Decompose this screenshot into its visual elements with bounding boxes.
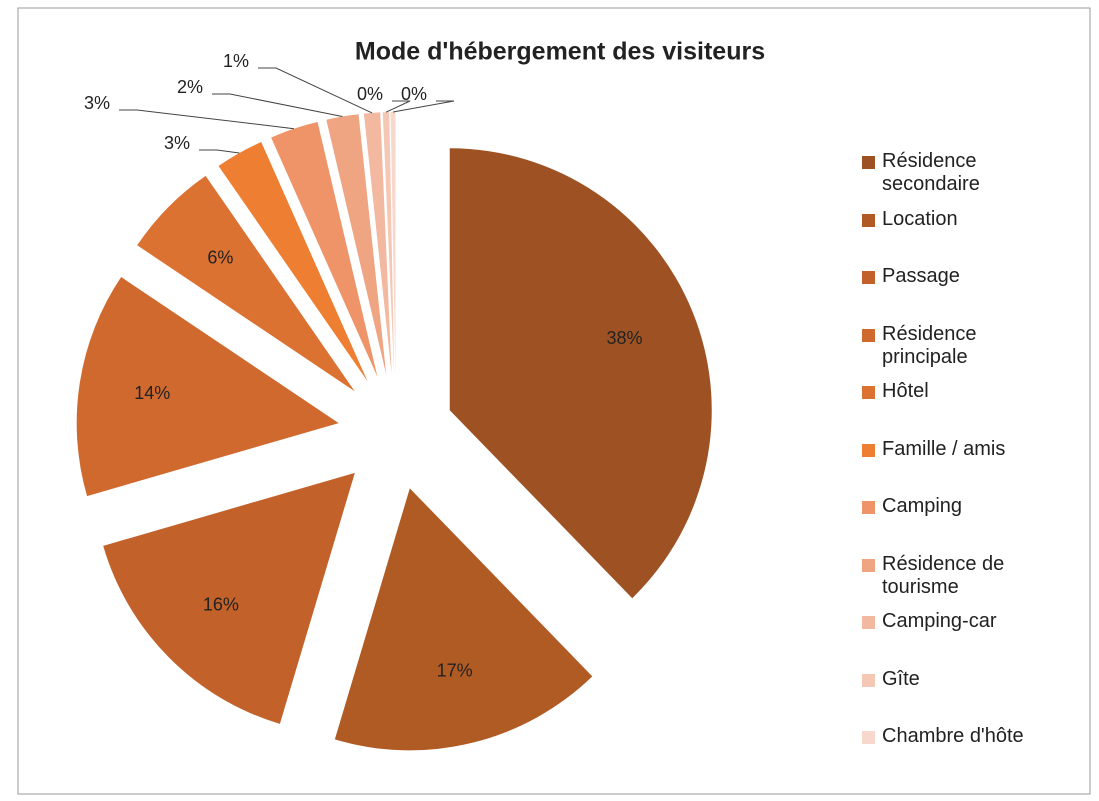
legend-label: Camping-car (882, 610, 997, 632)
data-label: 2% (177, 77, 203, 97)
data-label: 1% (223, 51, 249, 71)
pie-slice (103, 472, 355, 724)
legend-swatch (862, 731, 875, 744)
legend-label: Résidence principale (882, 322, 977, 368)
legend-label: Camping (882, 495, 963, 517)
pie-slice (390, 112, 396, 375)
data-label: 6% (207, 248, 233, 268)
legend-item: Gîte (862, 668, 1062, 726)
data-label: 38% (607, 328, 643, 348)
legend: Résidence secondaire Location Passage Résid… (862, 150, 1062, 783)
legend-swatch (862, 213, 875, 227)
pie-slice (449, 148, 712, 599)
frame (17, 7, 1091, 795)
legend-label: Chambre d'hôte (882, 725, 1024, 747)
legend-item: Famille / amis (862, 438, 1062, 496)
legend-item: Résidence secondaire (862, 150, 1062, 208)
data-label: 16% (203, 594, 239, 614)
legend-label: Résidence de tourisme (882, 552, 1005, 598)
legend-label: Famille / amis (882, 437, 1006, 460)
legend-swatch (862, 443, 875, 457)
data-label: 3% (164, 133, 190, 153)
pie-slice (271, 121, 378, 378)
legend-item: Location (862, 208, 1062, 266)
data-label: 0% (401, 84, 427, 104)
pie-slice (218, 141, 368, 382)
leader-line (199, 149, 240, 154)
pie-slice (334, 488, 593, 751)
legend-item: Chambre d'hôte (862, 725, 1062, 783)
chart-title: Mode d'hébergement des visiteurs (355, 38, 765, 66)
legend-swatch (862, 271, 875, 284)
pie-slice (326, 114, 387, 375)
leader-line (385, 100, 411, 113)
legend-label: Gîte (882, 667, 920, 690)
leader-line (212, 93, 343, 118)
legend-swatch (862, 673, 875, 687)
legend-swatch (862, 386, 875, 399)
legend-item: Camping-car (862, 610, 1062, 668)
pie-slice (363, 112, 392, 375)
legend-swatch (862, 156, 875, 169)
legend-item: Hôtel (862, 380, 1062, 438)
legend-swatch (862, 616, 875, 629)
legend-item: Résidence principale (862, 323, 1062, 381)
data-label: 14% (134, 383, 170, 403)
legend-label: Résidence secondaire (882, 150, 980, 195)
legend-label: Hôtel (882, 380, 929, 402)
pie-slice (76, 277, 339, 497)
pie-slice (382, 112, 395, 375)
legend-item: Résidence de tourisme (862, 553, 1062, 611)
data-label: 17% (437, 660, 473, 680)
legend-swatch (862, 328, 875, 342)
leader-line (258, 67, 373, 114)
pie-slice (137, 175, 355, 392)
legend-label: Passage (882, 265, 960, 287)
legend-item: Camping (862, 495, 1062, 553)
data-label: 0% (357, 84, 383, 104)
leader-line (119, 109, 295, 130)
leader-line (392, 100, 455, 113)
legend-item: Passage (862, 265, 1062, 323)
legend-swatch (862, 558, 875, 572)
legend-swatch (862, 501, 875, 514)
legend-label: Location (882, 207, 958, 230)
data-label: 3% (84, 93, 110, 113)
